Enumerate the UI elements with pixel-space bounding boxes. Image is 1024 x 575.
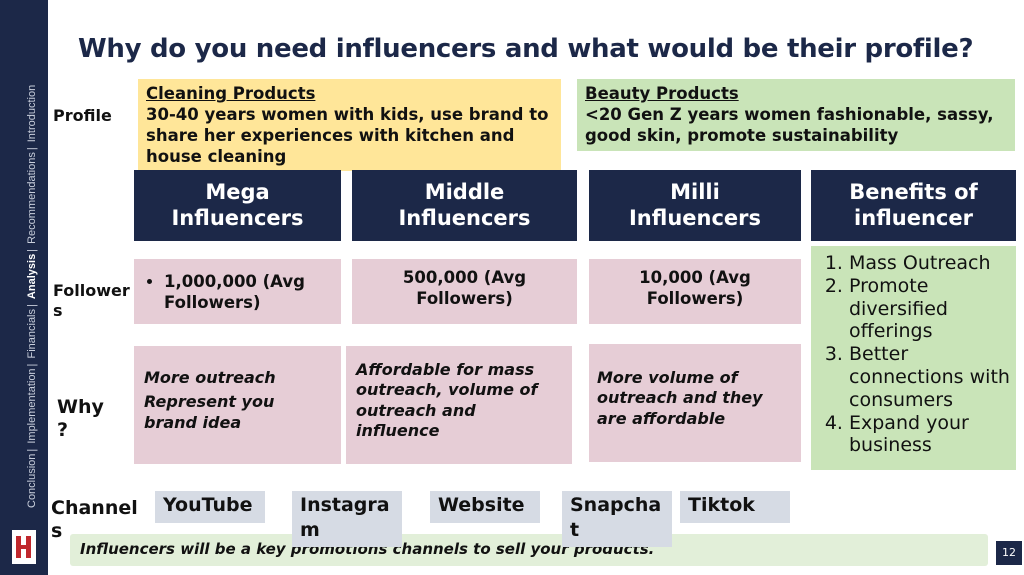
channel: Tiktok — [680, 491, 790, 523]
followers: 500,000 (Avg Followers) — [352, 259, 577, 324]
nav: Conclusion| Implementation| Financials| … — [26, 84, 38, 508]
profile-text: <20 Gen Z years women fashionable, sassy… — [585, 105, 994, 146]
profile-heading: Beauty Products — [585, 84, 739, 103]
profile-heading: Cleaning Products — [146, 84, 316, 103]
profile-box: Beauty Products <20 Gen Z years women fa… — [577, 79, 1015, 151]
nav-item[interactable]: Analysis — [26, 253, 38, 300]
benefit: Expand your business — [849, 412, 1016, 458]
sidebar: Conclusion| Implementation| Financials| … — [0, 0, 48, 575]
title: Why do you need influencers and what wou… — [78, 34, 974, 64]
nav-item[interactable]: Financials — [26, 308, 38, 359]
page-number: 12 — [996, 541, 1022, 565]
profile-box: Cleaning Products 30-40 years women with… — [138, 79, 561, 171]
channel: Instagram — [292, 491, 402, 547]
row-label: Profile — [53, 106, 112, 125]
why-text: More outreach — [144, 368, 276, 387]
row-label: Channels — [51, 497, 138, 542]
benefit: Promote diversified offerings — [849, 275, 1016, 343]
channel: Snapchat — [562, 491, 672, 547]
nav-item[interactable]: Recommendations — [26, 152, 38, 244]
benefits-box: Mass Outreach Promote diversified offeri… — [811, 246, 1016, 470]
followers: 1,000,000 (Avg Followers) — [164, 271, 333, 313]
column-header: Mega Influencers — [134, 170, 341, 241]
column-header: Milli Influencers — [589, 170, 801, 241]
why-text: More volume of outreach and they are aff… — [589, 344, 801, 462]
benefit: Better connections with consumers — [849, 343, 1016, 411]
column-header: Middle Influencers — [352, 170, 577, 241]
followers: 10,000 (Avg Followers) — [589, 259, 801, 324]
why-box: More outreach Represent you brand idea — [134, 346, 341, 464]
why-text: Affordable for mass outreach, volume of … — [346, 346, 572, 464]
row-label: Followers — [53, 281, 130, 320]
nav-item[interactable]: Conclusion — [26, 453, 38, 508]
footer-note: Influencers will be a key promotions cha… — [70, 534, 988, 566]
nav-item[interactable]: Introduction — [26, 84, 38, 143]
channel: YouTube — [155, 491, 265, 523]
why-text: Represent you brand idea — [144, 392, 275, 432]
column-header: Benefits of influencer — [811, 170, 1016, 241]
followers-box: 1,000,000 (Avg Followers) — [134, 259, 341, 324]
profile-text: 30-40 years women with kids, use brand t… — [146, 105, 549, 167]
row-label: Why ? — [57, 396, 104, 441]
channel: Website — [430, 491, 540, 523]
benefit: Mass Outreach — [849, 252, 1016, 275]
logo — [12, 530, 36, 564]
nav-item[interactable]: Implementation — [26, 368, 38, 444]
